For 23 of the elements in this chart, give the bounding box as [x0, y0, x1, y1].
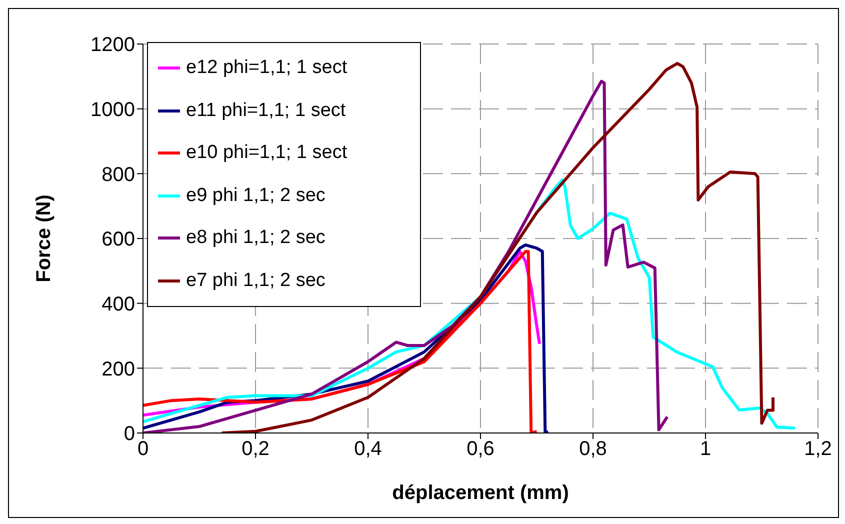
y-tick-label: 600	[102, 228, 135, 251]
y-axis-title: Force (N)	[33, 194, 56, 282]
x-axis-title: déplacement (mm)	[392, 482, 569, 504]
line-series	[143, 80, 669, 433]
legend-label: e11 phi=1,1; 1 sect	[186, 100, 346, 122]
legend-label: e8 phi 1,1; 2 sec	[186, 227, 326, 250]
y-tick-label: 200	[102, 358, 135, 380]
x-tick-label: 0,2	[242, 438, 270, 460]
x-tick-label: 0,6	[466, 438, 494, 460]
x-tick-label: 0,8	[579, 438, 607, 460]
x-tick-label: 0,4	[354, 438, 382, 460]
y-tick-label: 0	[124, 423, 135, 446]
x-tick-label: 1,2	[804, 438, 832, 460]
y-tick-label: 400	[102, 293, 135, 316]
legend-label: e12 phi=1,1; 1 sect	[186, 57, 348, 80]
x-tick-label: 1	[700, 438, 712, 460]
legend-label: e9 phi 1,1; 2 sec	[186, 184, 326, 207]
y-tick-label: 800	[102, 164, 135, 186]
legend-label: e10 phi=1,1; 1 sect	[186, 142, 348, 164]
x-tick-label: 0	[137, 438, 149, 460]
legend-label: e7 phi 1,1; 2 sec	[186, 270, 326, 292]
y-tick-label: 1200	[90, 34, 135, 56]
y-tick-label: 1000	[90, 98, 135, 121]
